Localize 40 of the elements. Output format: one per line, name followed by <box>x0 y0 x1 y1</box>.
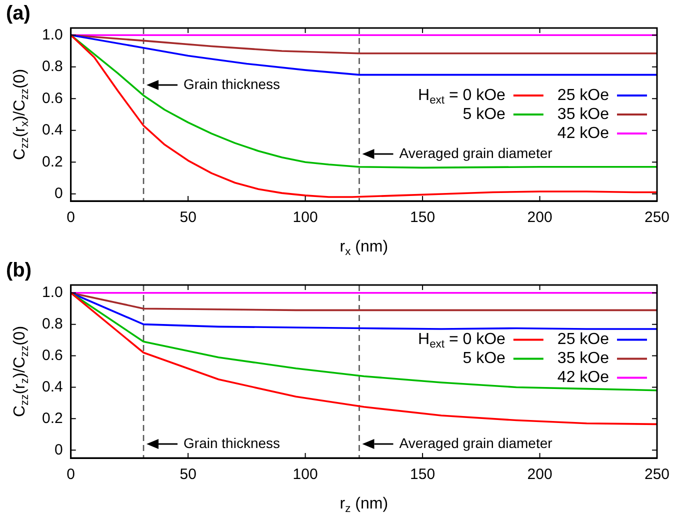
y-tick-label: 0.2 <box>42 153 63 170</box>
y-tick-label: 0 <box>54 441 63 458</box>
x-tick-label: 50 <box>180 466 196 484</box>
y-tick-label: 0.4 <box>42 378 63 396</box>
legend-label: 42 kOe <box>557 369 610 386</box>
y-tick-label: 1.0 <box>42 284 63 302</box>
x-tick-label: 250 <box>644 209 670 226</box>
legend-label: 25 kOe <box>557 86 610 104</box>
x-tick-label: 0 <box>66 466 76 484</box>
legend-label: 5 kOe <box>462 350 506 368</box>
x-tick-label: 100 <box>292 209 318 226</box>
y-tick-label: 0.6 <box>42 346 63 364</box>
x-tick-label: 100 <box>292 466 318 484</box>
chart-title: (b) <box>6 260 32 282</box>
legend-label: 35 kOe <box>557 106 610 123</box>
y-tick-label: 0.8 <box>42 58 63 76</box>
y-axis-title: Czz(rx)/Czz(0) <box>11 68 31 160</box>
ref-line-label: Grain thickness <box>184 76 280 92</box>
ref-line-label: Grain thickness <box>184 434 280 451</box>
x-tick-label: 0 <box>66 209 76 226</box>
legend-label: 5 kOe <box>462 106 506 123</box>
legend-label: 42 kOe <box>557 124 610 142</box>
y-tick-label: 0 <box>54 185 63 202</box>
y-tick-label: 0.6 <box>42 90 63 107</box>
chart-title: (a) <box>6 2 30 25</box>
x-tick-label: 250 <box>644 466 670 484</box>
y-tick-label: 0.2 <box>42 410 63 427</box>
legend-label: 25 kOe <box>557 331 610 348</box>
x-tick-label: 200 <box>527 209 552 226</box>
x-tick-label: 50 <box>180 209 196 226</box>
y-tick-label: 0.8 <box>42 315 63 332</box>
y-tick-label: 1.0 <box>42 26 63 44</box>
y-axis-title: Czz(rz)/Czz(0) <box>11 326 31 418</box>
legend-label: 35 kOe <box>557 350 610 368</box>
ref-line-label: Averaged grain diameter <box>399 434 553 451</box>
x-tick-label: 150 <box>410 466 436 484</box>
x-tick-label: 150 <box>410 209 436 226</box>
x-tick-label: 200 <box>527 466 552 484</box>
y-tick-label: 0.4 <box>42 122 63 139</box>
ref-line-label: Averaged grain diameter <box>399 144 553 161</box>
